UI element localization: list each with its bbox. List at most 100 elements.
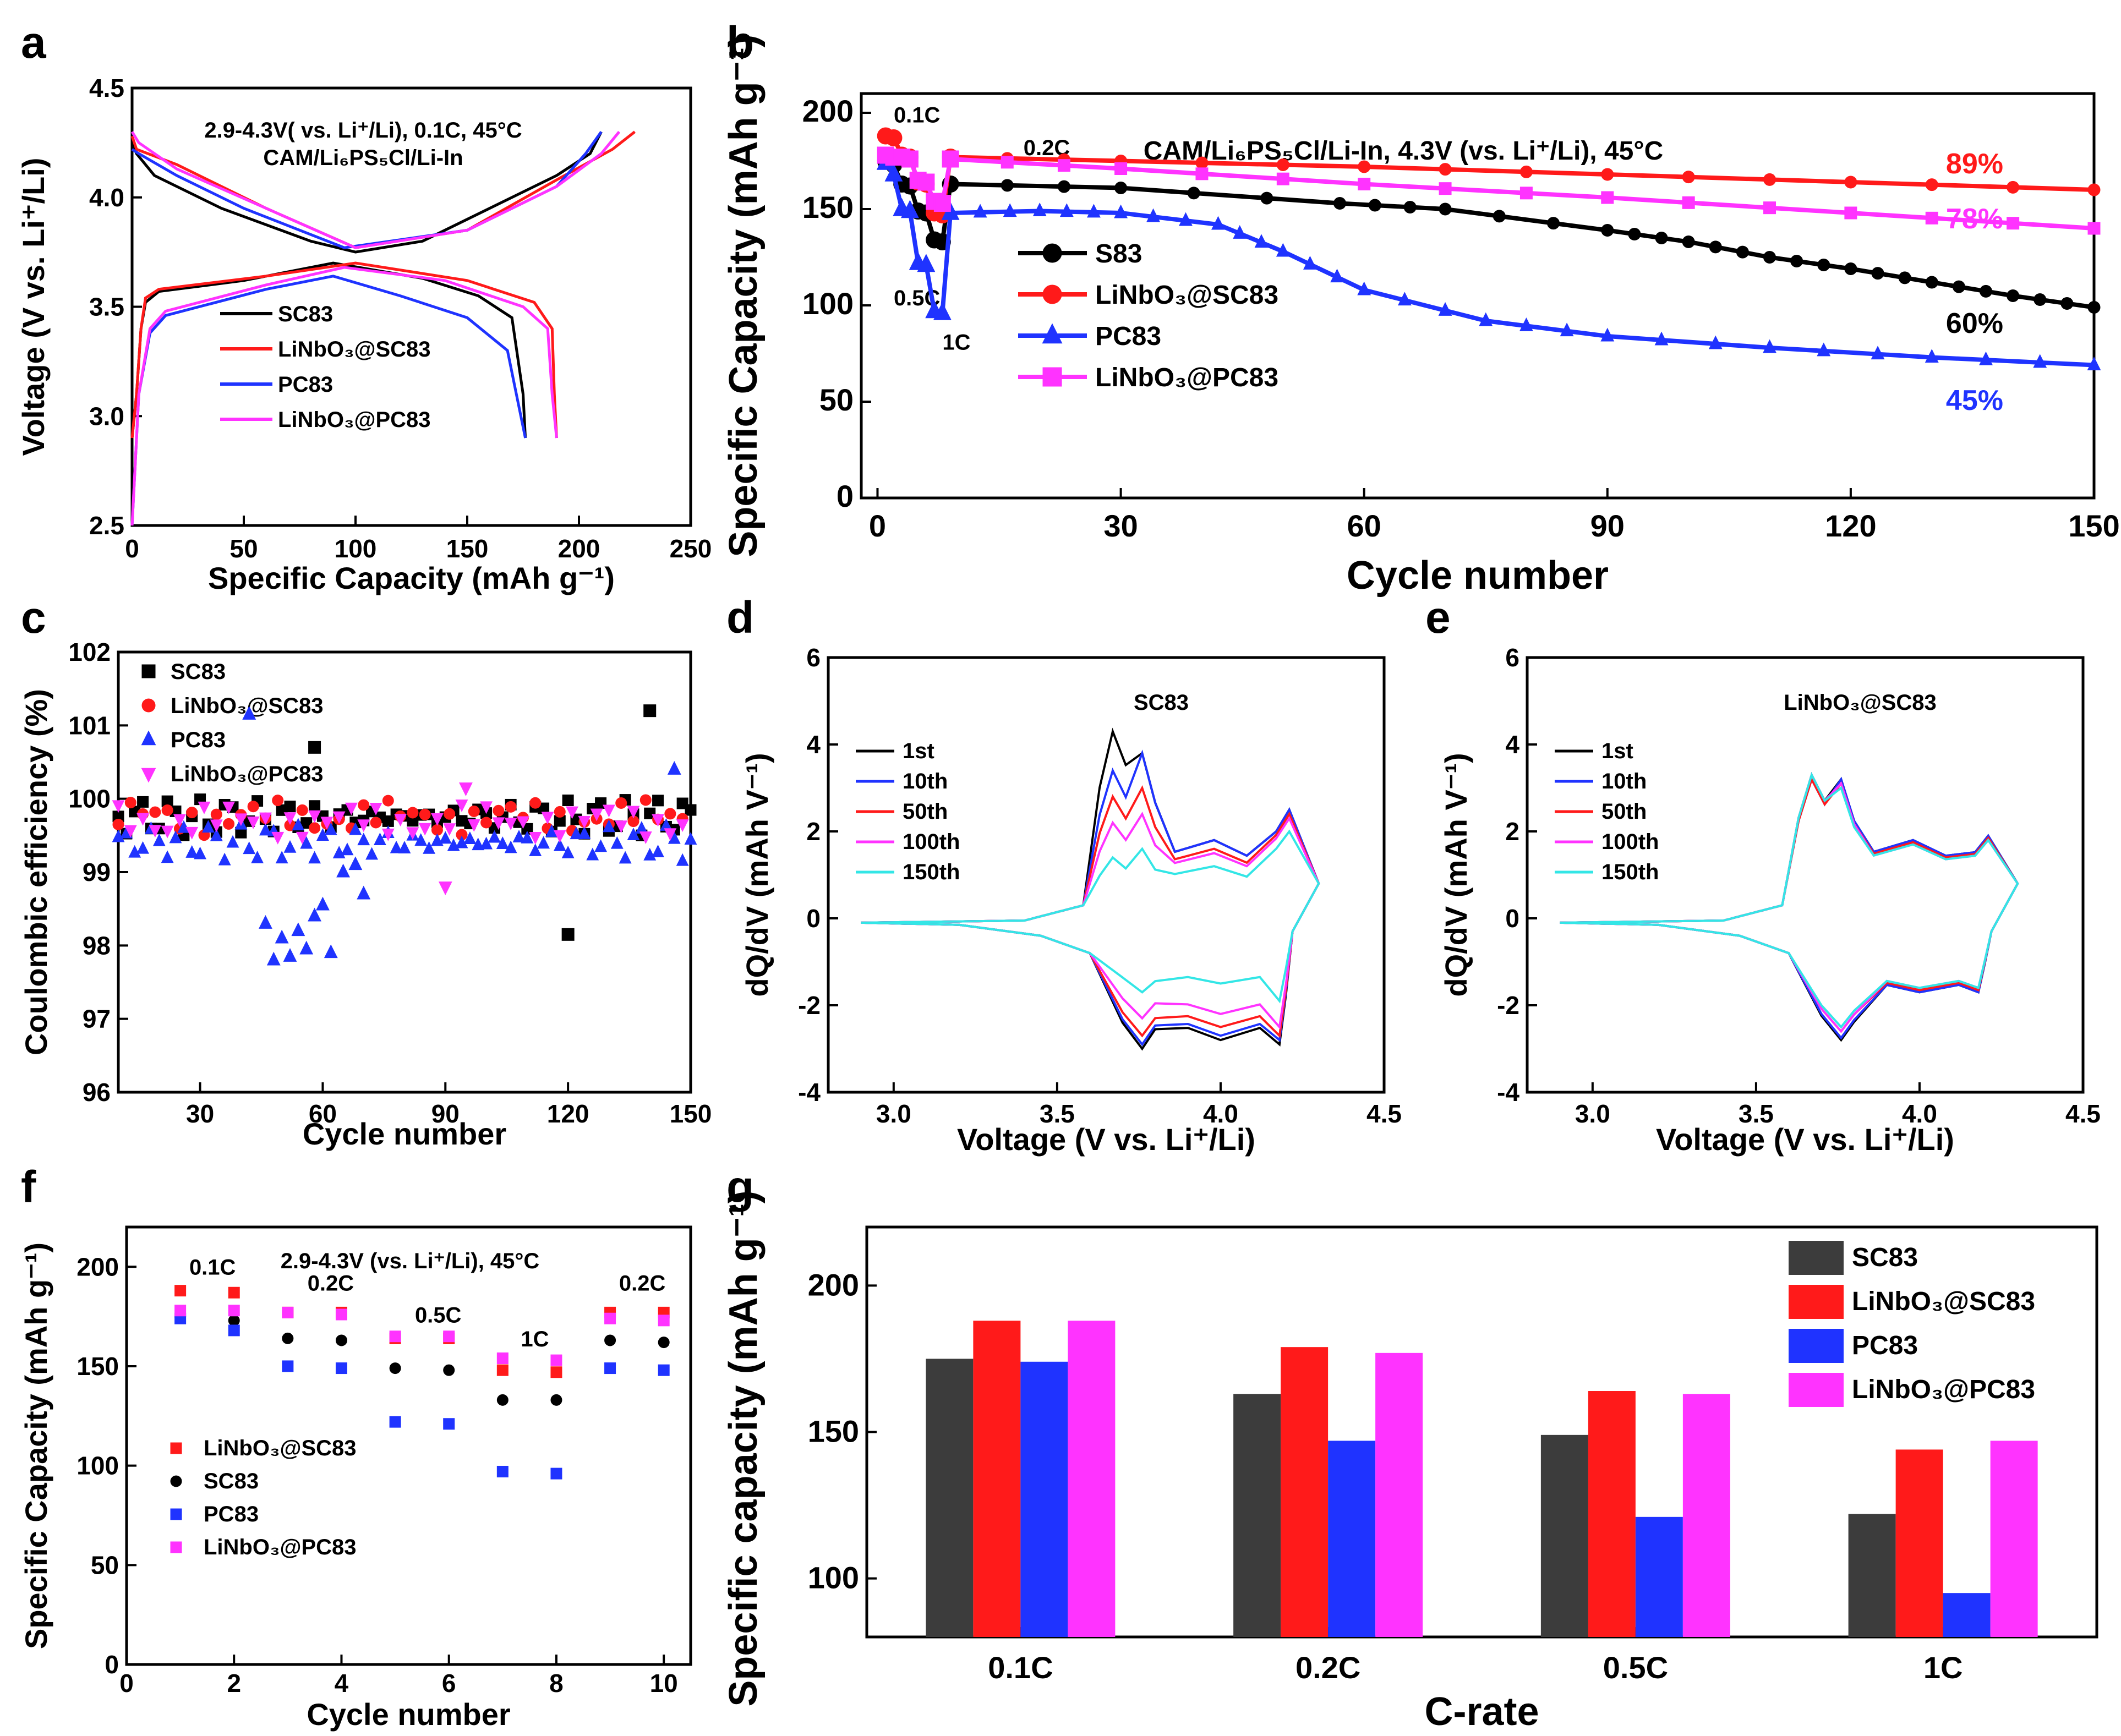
- b-x-axis-label: Cycle number: [1347, 554, 1609, 598]
- c-series-0-marker: [137, 796, 149, 808]
- g-bar-2-3: [1943, 1593, 1991, 1637]
- c-y-tick-label: 99: [83, 858, 111, 886]
- e-x-tick-label: 3.0: [1575, 1099, 1610, 1128]
- c-y-tick-label: 97: [83, 1005, 111, 1033]
- g-bar-0-0: [926, 1359, 974, 1637]
- f-series-2-marker: [335, 1362, 347, 1374]
- b-series-2-marker: [2087, 357, 2101, 370]
- d-x-tick-label: 3.0: [876, 1099, 911, 1128]
- c-series-2-marker: [136, 841, 149, 854]
- e-title: LiNbO₃@SC83: [1784, 691, 1937, 715]
- c-series-3-marker: [185, 826, 199, 840]
- c-series-3-marker: [455, 799, 468, 812]
- c-series-2-marker: [218, 852, 231, 866]
- c-series-2-marker: [496, 836, 509, 849]
- g-bar-3-0: [1068, 1321, 1116, 1637]
- b-series-2-marker: [1979, 351, 1993, 365]
- f-series-1-marker: [496, 1394, 509, 1406]
- c-series-2-marker: [488, 830, 501, 843]
- f-plot-frame: [125, 1225, 692, 1666]
- f-rate-label: 0.1C: [189, 1256, 236, 1280]
- c-series-1-marker: [247, 801, 259, 813]
- b-series-2-marker: [1254, 234, 1269, 248]
- c-series-2-marker: [472, 837, 485, 851]
- f-series-1-marker: [282, 1332, 294, 1344]
- b-series-0-marker: [1709, 240, 1722, 254]
- c-series-2-marker: [480, 836, 493, 850]
- c-series-2-marker: [275, 929, 289, 944]
- c-outlier-marker: [308, 741, 321, 754]
- b-series-0-marker: [1547, 217, 1560, 230]
- g-bar-0-3: [1848, 1514, 1896, 1637]
- c-series-1-marker: [480, 817, 493, 829]
- e-y-axis-label: dQ/dV (mAh V⁻¹): [1439, 753, 1473, 996]
- b-series-0-marker: [1655, 232, 1668, 244]
- b-series-2-marker: [1114, 204, 1128, 218]
- b-series-0-marker: [2087, 301, 2101, 314]
- a-x-tick-label: 250: [670, 534, 712, 563]
- c-series-3-marker: [603, 804, 615, 818]
- g-legend-label: LiNbO₃@PC83: [1852, 1375, 2035, 1404]
- f-x-axis-label: Cycle number: [307, 1697, 510, 1732]
- b-series-3-marker: [1763, 201, 1776, 215]
- c-series-3-marker: [541, 812, 554, 825]
- b-plot-frame: [860, 92, 2096, 500]
- f-x-tick-label: 6: [442, 1669, 456, 1697]
- f-series-3-marker: [282, 1306, 294, 1318]
- c-series-2-marker: [603, 819, 615, 833]
- b-series-2-marker: [1357, 281, 1371, 295]
- a-y-tick-label: 3.5: [89, 293, 124, 321]
- c-series-3-marker: [566, 806, 578, 819]
- c-series-2-marker: [348, 856, 363, 870]
- c-outlier-marker: [459, 782, 473, 797]
- c-series-3-marker: [529, 831, 542, 845]
- b-series-1-marker: [1276, 158, 1289, 171]
- c-series-2-marker: [308, 851, 321, 864]
- c-series-2-marker: [414, 833, 428, 846]
- f-series-1-marker: [658, 1337, 670, 1349]
- b-series-0-marker: [1682, 236, 1695, 248]
- c-series-2-marker: [431, 833, 444, 846]
- b-series-2-marker: [973, 204, 987, 218]
- a-legend-label: PC83: [278, 373, 333, 397]
- b-series-1-marker: [1358, 160, 1371, 173]
- c-series-3-marker: [308, 810, 321, 823]
- b-series-3-marker: [1057, 159, 1070, 172]
- f-series-2-marker: [604, 1362, 616, 1374]
- c-series-2-marker: [357, 833, 370, 846]
- c-series-3-marker: [149, 825, 162, 838]
- b-series-1-marker: [1439, 163, 1452, 176]
- b-legend-label: PC83: [1095, 322, 1161, 351]
- c-series-2-marker: [627, 828, 640, 840]
- c-series-2-marker: [512, 830, 526, 842]
- c-series-3-marker: [394, 814, 407, 827]
- c-outlier-marker: [643, 704, 657, 718]
- f-x-tick-label: 0: [119, 1669, 134, 1697]
- c-series-2-marker: [374, 833, 386, 845]
- c-series-1-marker: [615, 797, 627, 809]
- b-end-percent: 45%: [1946, 385, 2003, 417]
- f-rate-label: 0.5C: [415, 1303, 462, 1327]
- a-series-3-charge-curve: [130, 130, 621, 249]
- d-x-tick-label: 4.5: [1366, 1099, 1402, 1128]
- g-bar-3-3: [1990, 1441, 2038, 1637]
- b-series-0-marker: [1403, 201, 1417, 213]
- b-series-2-marker: [1871, 346, 1885, 360]
- b-series-2-marker: [1233, 224, 1247, 239]
- b-series-2-marker: [1211, 216, 1225, 230]
- f-series-2-marker: [228, 1324, 240, 1337]
- b-series-0-marker: [1736, 245, 1749, 259]
- b-series-3-marker: [2087, 222, 2101, 235]
- b-x-tick-label: 30: [1103, 508, 1138, 543]
- g-bar-1-3: [1895, 1449, 1943, 1637]
- f-legend-label: PC83: [204, 1502, 259, 1526]
- g-bar-0-2: [1540, 1434, 1588, 1637]
- b-series-0-marker: [1333, 197, 1346, 210]
- a-legend-label: SC83: [278, 302, 333, 326]
- b-series-2-marker: [917, 254, 936, 272]
- c-series-0-marker: [284, 801, 296, 813]
- f-series-2-marker: [658, 1364, 670, 1376]
- b-y-tick-label: 50: [819, 382, 854, 417]
- c-legend-marker: [141, 768, 156, 783]
- a-legend-label: LiNbO₃@SC83: [278, 337, 431, 362]
